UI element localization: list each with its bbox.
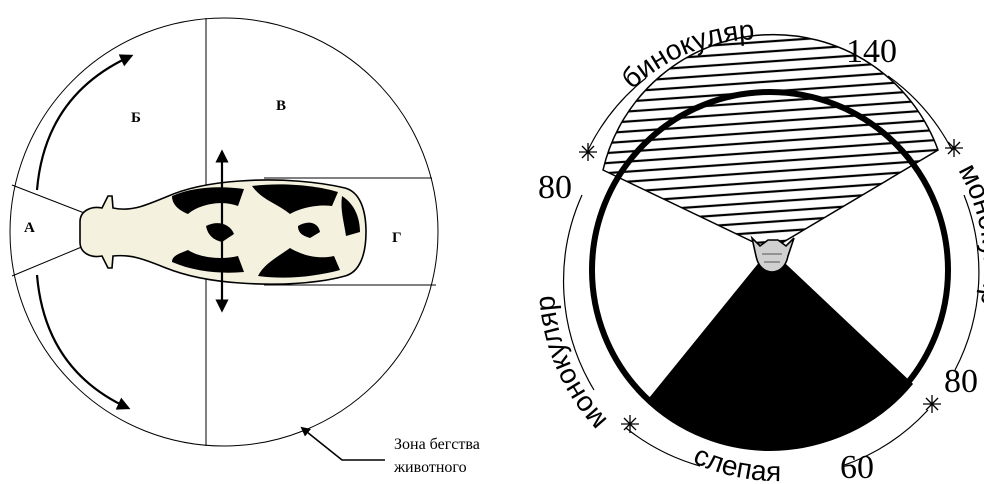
caption-line-1: Зона бегства: [394, 436, 480, 453]
angle-binocular: 140: [846, 33, 897, 70]
tick-star-lower-right: [923, 395, 941, 413]
outer-arc-left: [563, 194, 595, 391]
binocular-sector: [602, 33, 939, 251]
tick-star-upper-right: [945, 139, 963, 157]
flight-zone-circle: [9, 17, 439, 447]
zone-divider-a-top: [11, 184, 93, 217]
visual-field-circle: [589, 89, 951, 451]
outer-arc-bottom-left: [625, 427, 701, 467]
outer-arc-right: [954, 194, 980, 371]
zone-label-a: А: [24, 220, 35, 236]
curved-arrow-top: [35, 54, 134, 191]
zone-label-g: Г: [392, 230, 402, 246]
label-monocular-right: монокуляр: [953, 158, 984, 308]
angle-monocular-right: 80: [944, 363, 978, 400]
outer-arc-top-left: [587, 77, 647, 151]
outer-arc-top-right: [887, 75, 953, 151]
cow-head-icon: [750, 235, 795, 273]
angle-monocular-left: 80: [538, 169, 572, 206]
zone-label-v: В: [276, 98, 286, 114]
angle-blind: 60: [840, 449, 874, 484]
curved-arrow-bottom: [35, 274, 131, 410]
tick-star-upper-left: [579, 143, 597, 161]
tick-star-lower-left: [621, 415, 639, 433]
zone-divider-a-bottom: [11, 245, 85, 277]
visual-field-diagram: бинокуляр монокуляр монокуляр слепая 140…: [529, 14, 984, 484]
zone-label-b: Б: [131, 110, 141, 126]
caption-line-2: животного: [393, 459, 467, 476]
caption-pointer-arrow: [300, 426, 385, 461]
flight-zone-diagram: А Б В Г Зона бегства животного: [9, 17, 480, 476]
outer-arc-bottom-right: [841, 409, 929, 467]
